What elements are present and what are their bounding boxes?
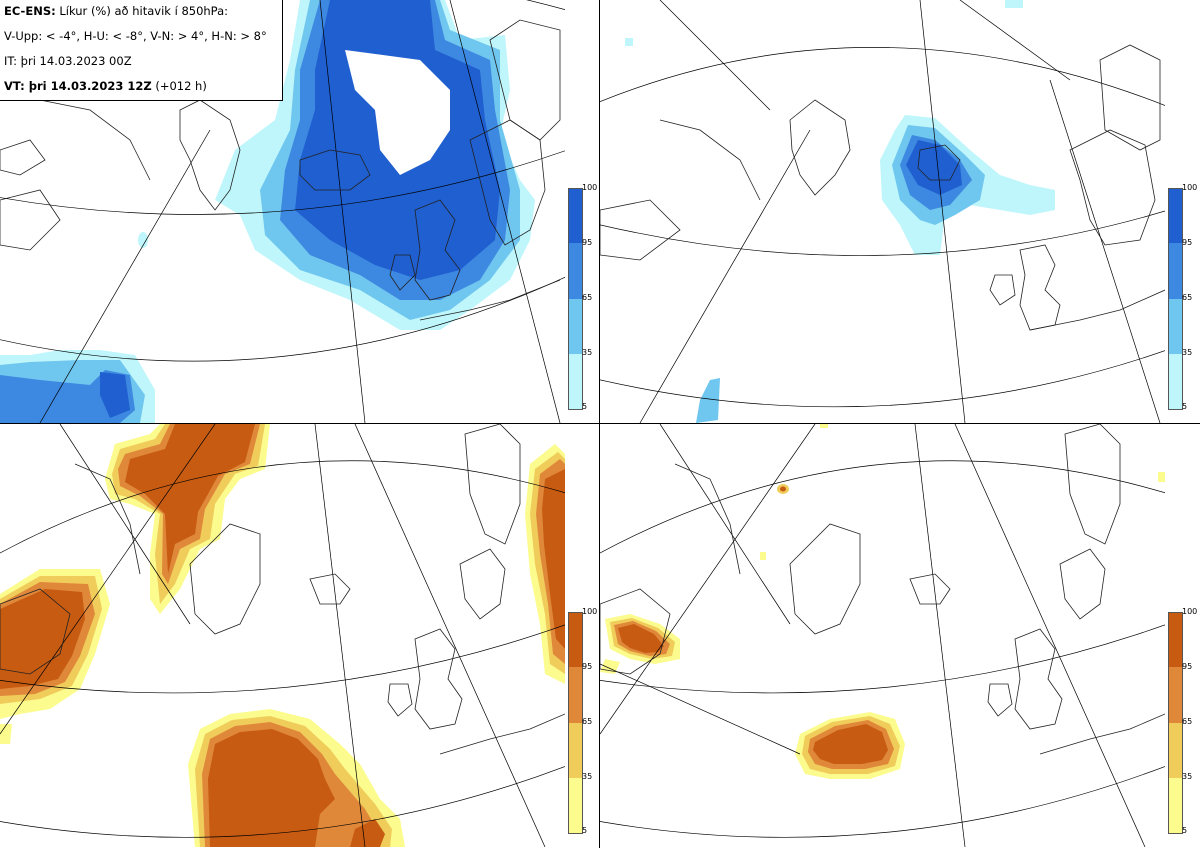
colorbar-tick: 35	[1182, 348, 1193, 357]
colorbar-tick: 5	[582, 402, 588, 411]
map-panel-cold-8	[600, 0, 1165, 423]
map-panel-cold-4: EC-ENS: Líkur (%) að hitavik í 850hPa: V…	[0, 0, 565, 423]
map-canvas	[600, 0, 1165, 423]
colorbar-segment	[1169, 243, 1182, 299]
colorbar-tick: 5	[1182, 402, 1188, 411]
colorbar-segment	[1169, 299, 1182, 354]
colorbar-tick: 100	[1182, 607, 1198, 616]
colorbar-segment	[1169, 778, 1182, 833]
colorbar-tick: 65	[582, 717, 593, 726]
colorbar-segment	[1169, 613, 1182, 667]
colorbar-tick: 95	[1182, 662, 1193, 671]
colorbar-tick: 100	[1182, 183, 1198, 192]
colorbar-tick: 65	[1182, 717, 1193, 726]
probability-field	[625, 0, 1055, 423]
colorbar-segment	[569, 189, 582, 243]
colorbar-segment	[1169, 354, 1182, 409]
threshold-legend: V-Upp: < -4°, H-U: < -8°, V-N: > 4°, H-N…	[4, 29, 267, 43]
colorbar-segment	[569, 299, 582, 354]
colorbar-tick: 95	[582, 238, 593, 247]
colorbar-tick: 35	[582, 772, 593, 781]
colorbar-blue-left	[568, 188, 583, 410]
lead-time: (+012 h)	[155, 79, 207, 93]
graticule	[600, 0, 1165, 423]
colorbar-tick: 35	[582, 348, 593, 357]
map-canvas	[600, 424, 1165, 847]
coastlines	[0, 424, 565, 755]
colorbar-tick: 35	[1182, 772, 1193, 781]
colorbar-segment	[569, 667, 582, 723]
colorbar-tick: 100	[582, 183, 598, 192]
probability-field	[600, 424, 1165, 779]
colorbar-segment	[569, 243, 582, 299]
graticule	[0, 424, 565, 847]
colorbar-orange-right	[1168, 612, 1183, 834]
colorbar-segment	[1169, 189, 1182, 243]
probability-field	[0, 424, 565, 847]
model-name: EC-ENS:	[4, 4, 56, 18]
coastlines	[600, 44, 1165, 331]
colorbar-segment	[569, 778, 582, 833]
graticule	[600, 424, 1165, 847]
colorbar-tick: 95	[1182, 238, 1193, 247]
colorbar-tick: 5	[582, 826, 588, 835]
chart-title: Líkur (%) að hitavik í 850hPa:	[59, 4, 229, 18]
map-panel-warm-8	[600, 424, 1165, 847]
colorbar-segment	[569, 613, 582, 667]
map-panel-warm-4	[0, 424, 565, 847]
probability-field	[0, 0, 535, 423]
init-time: IT: þri 14.03.2023 00Z	[4, 54, 132, 68]
forecast-info-box: EC-ENS: Líkur (%) að hitavik í 850hPa: V…	[0, 0, 283, 101]
panel-divider-horizontal	[0, 423, 1200, 424]
colorbar-tick: 65	[582, 293, 593, 302]
colorbar-segment	[569, 723, 582, 778]
valid-time: VT: þri 14.03.2023 12Z	[4, 79, 152, 93]
colorbar-segment	[569, 354, 582, 409]
colorbar-tick: 100	[582, 607, 598, 616]
map-canvas	[0, 424, 565, 847]
colorbar-tick: 65	[1182, 293, 1193, 302]
colorbar-segment	[1169, 667, 1182, 723]
colorbar-blue-right	[1168, 188, 1183, 410]
map-canvas	[0, 0, 565, 423]
colorbar-segment	[1169, 723, 1182, 778]
coastlines	[600, 424, 1165, 755]
colorbar-tick: 5	[1182, 826, 1188, 835]
panel-divider-vertical	[599, 0, 600, 848]
colorbar-tick: 95	[582, 662, 593, 671]
colorbar-orange-left	[568, 612, 583, 834]
coastlines	[0, 19, 561, 321]
